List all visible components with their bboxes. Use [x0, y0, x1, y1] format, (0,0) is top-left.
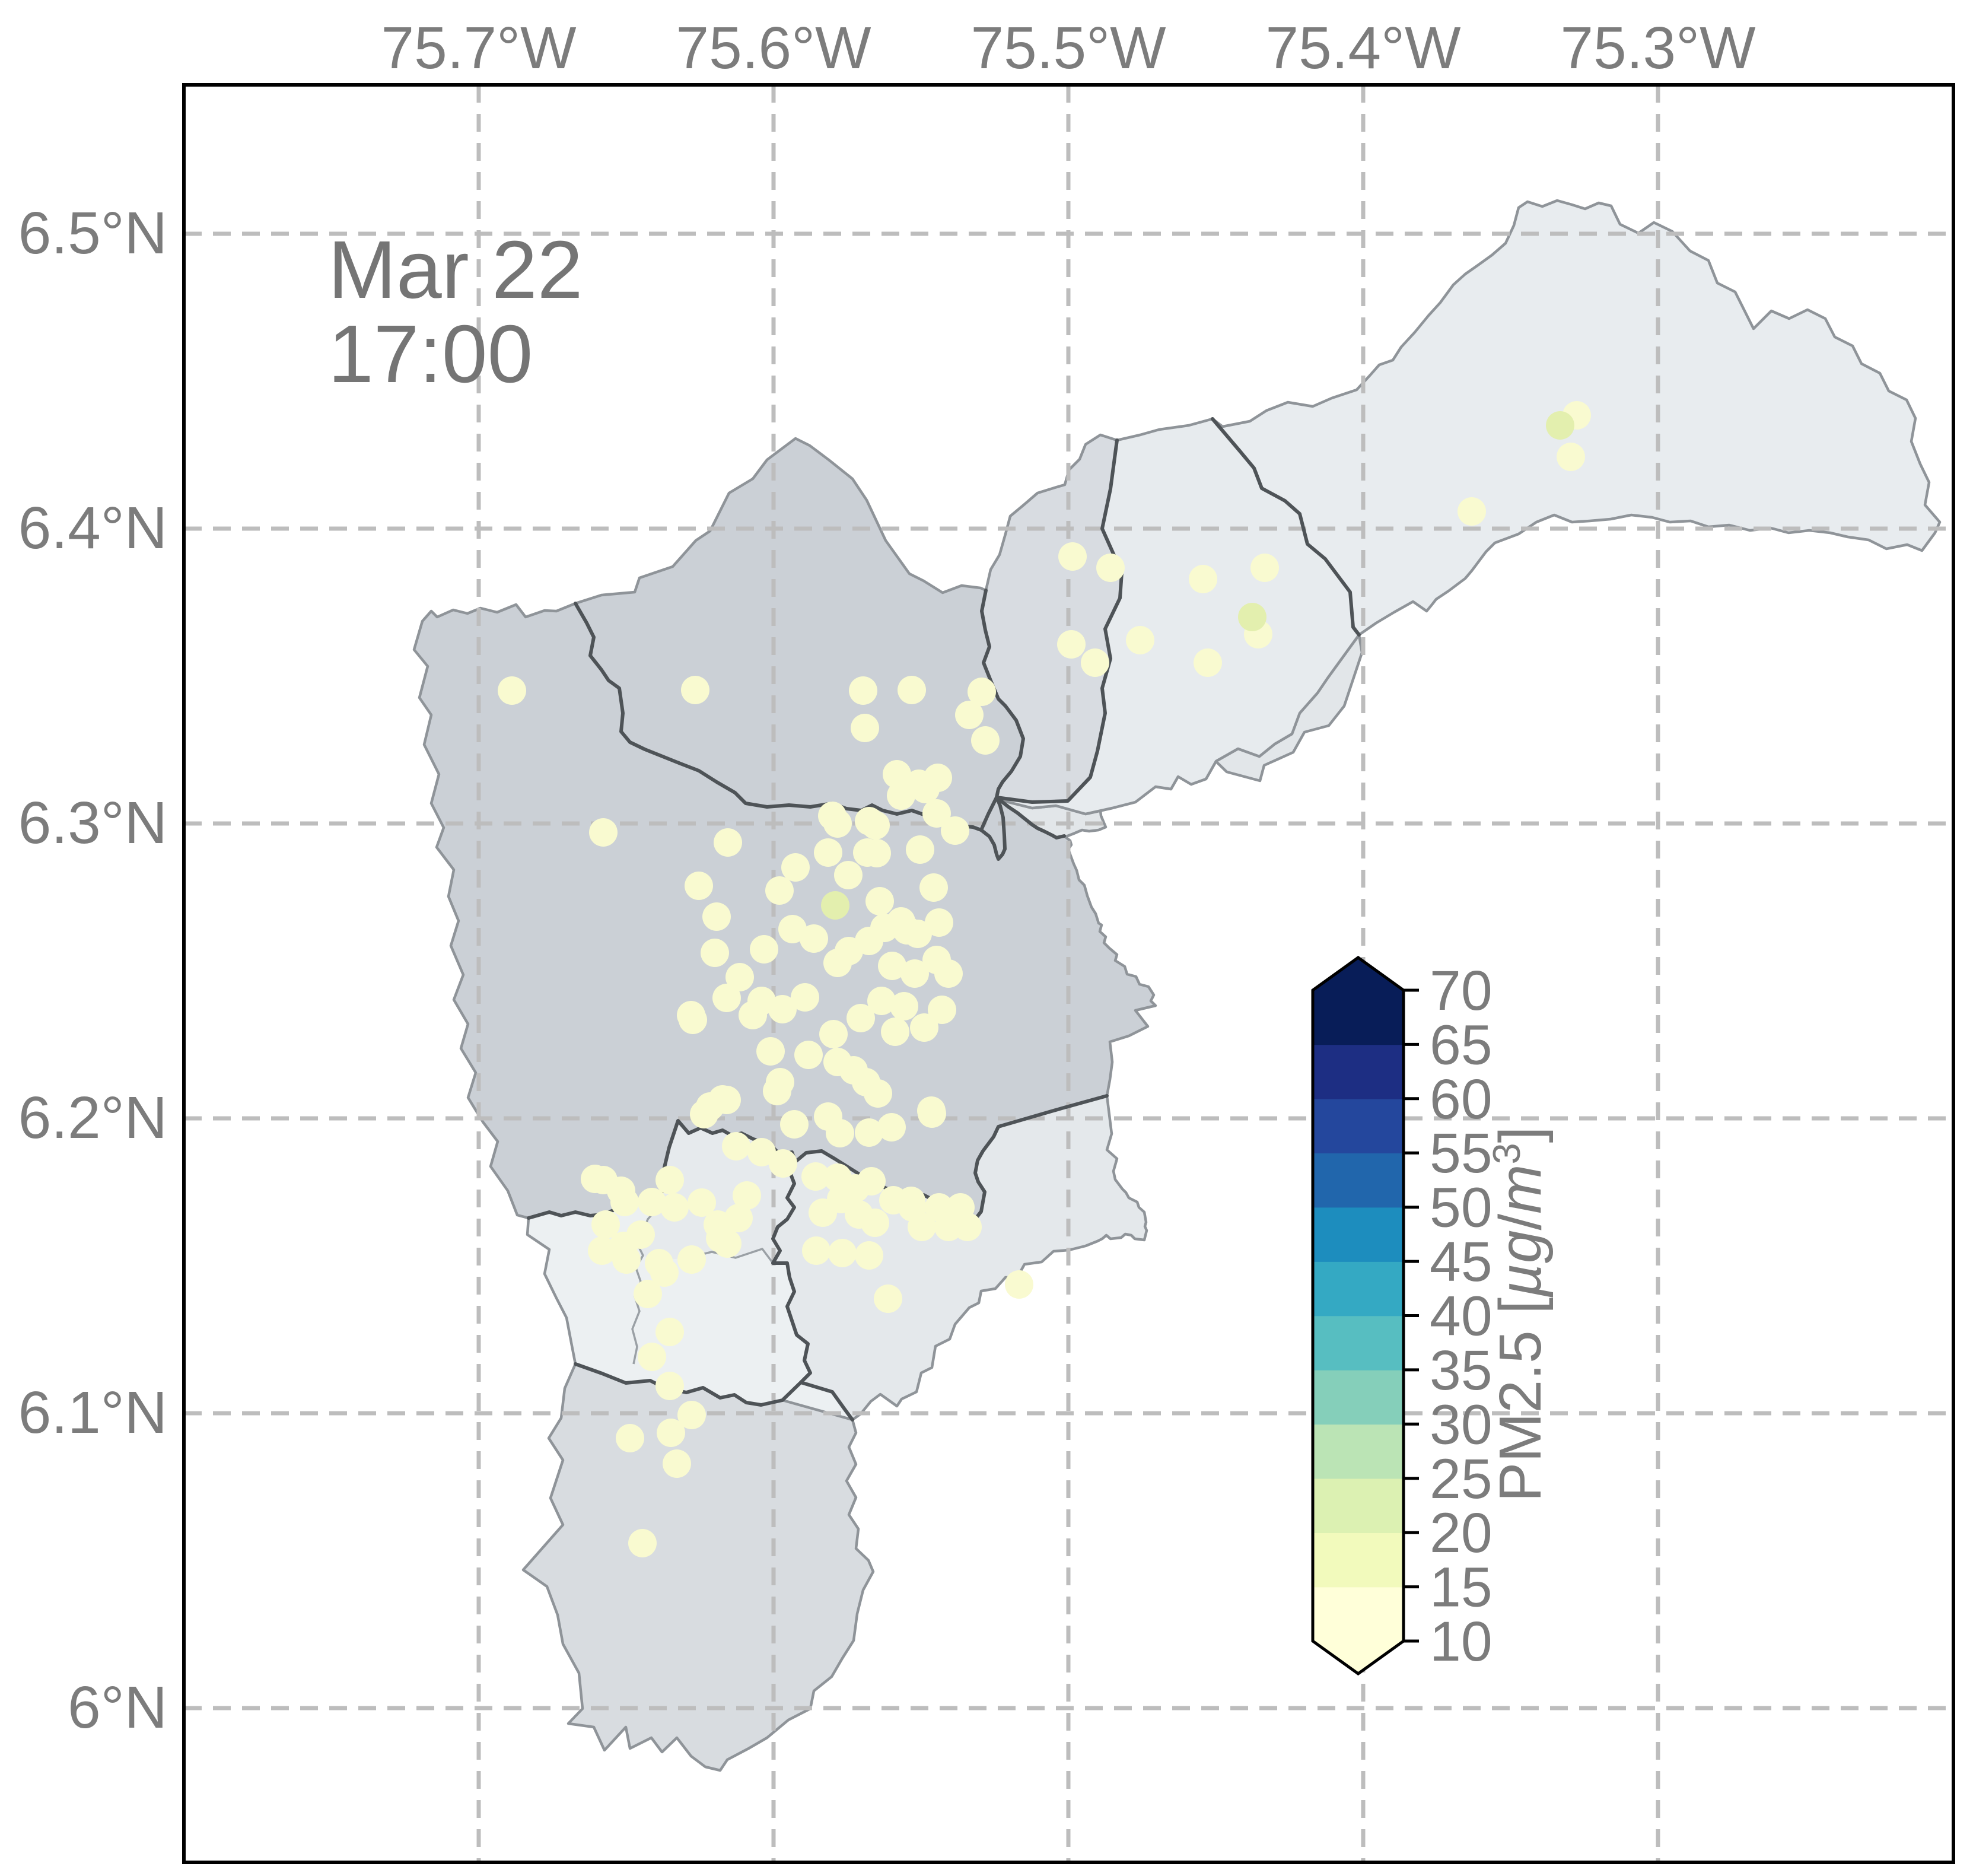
svg-text:25: 25 [1430, 1448, 1493, 1511]
svg-text:15: 15 [1430, 1556, 1493, 1619]
svg-text:45: 45 [1430, 1230, 1493, 1293]
svg-text:40: 40 [1430, 1285, 1493, 1348]
svg-text:17:00: 17:00 [328, 309, 533, 400]
svg-text:6.2°N: 6.2°N [18, 1085, 167, 1151]
svg-text:75.3°W: 75.3°W [1560, 15, 1756, 81]
svg-text:6.4°N: 6.4°N [18, 495, 167, 561]
svg-text:50: 50 [1430, 1177, 1493, 1239]
svg-text:Mar 22: Mar 22 [328, 224, 583, 316]
svg-text:6.5°N: 6.5°N [18, 200, 167, 266]
svg-text:35: 35 [1430, 1339, 1493, 1402]
svg-text:6.1°N: 6.1°N [18, 1379, 167, 1446]
svg-text:75.6°W: 75.6°W [676, 15, 871, 81]
svg-text:6°N: 6°N [68, 1674, 167, 1741]
svg-text:10: 10 [1430, 1610, 1493, 1673]
svg-text:75.5°W: 75.5°W [970, 15, 1166, 81]
svg-text:60: 60 [1430, 1068, 1493, 1131]
svg-text:75.4°W: 75.4°W [1265, 15, 1461, 81]
svg-text:PM2.5 [µg/m3]: PM2.5 [µg/m3] [1485, 1127, 1554, 1502]
svg-text:75.7°W: 75.7°W [381, 15, 577, 81]
svg-text:30: 30 [1430, 1393, 1493, 1456]
svg-text:20: 20 [1430, 1502, 1493, 1565]
svg-text:65: 65 [1430, 1013, 1493, 1076]
svg-text:70: 70 [1430, 959, 1493, 1022]
svg-text:6.3°N: 6.3°N [18, 790, 167, 856]
svg-text:55: 55 [1430, 1122, 1493, 1185]
